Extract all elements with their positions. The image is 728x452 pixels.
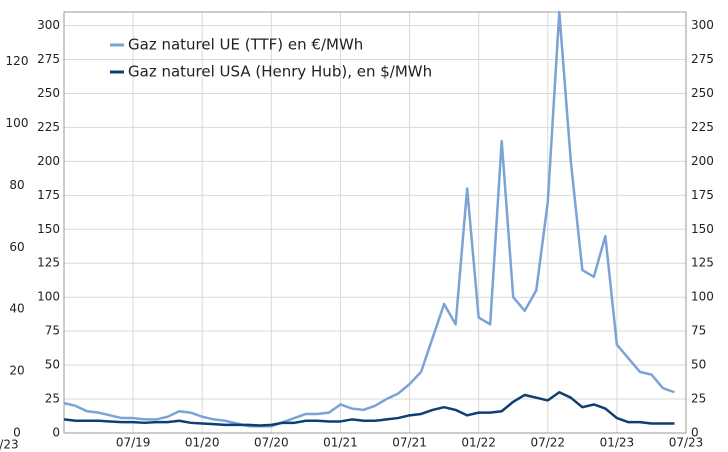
y-right-tick-label: 100 (691, 290, 714, 304)
x-tick-label: 01/22 (461, 436, 496, 450)
series-line (63, 10, 675, 428)
y-right-tick-label: 275 (691, 52, 714, 66)
y-right-tick-label: 25 (691, 392, 706, 406)
y-right-tick-label: 0 (691, 426, 699, 440)
partial-axis-tick-label: 40 (9, 302, 24, 316)
partial-axis-tick-label: 80 (9, 178, 24, 192)
y-tick-label: 150 (37, 222, 60, 236)
y-tick-label: 275 (37, 52, 60, 66)
y-right-tick-label: 200 (691, 154, 714, 168)
x-tick-label: 07/23 (669, 436, 704, 450)
legend-label: Gaz naturel USA (Henry Hub), en $/MWh (128, 63, 432, 81)
partial-axis-tick-label: 0 (13, 426, 21, 440)
y-right-tick-label: 175 (691, 188, 714, 202)
y-right-tick-label: 250 (691, 86, 714, 100)
y-right-tick-label: 125 (691, 256, 714, 270)
y-tick-label: 25 (45, 392, 60, 406)
y-right-tick-label: 150 (691, 222, 714, 236)
y-tick-label: 125 (37, 256, 60, 270)
x-tick-label: 07/19 (116, 436, 151, 450)
y-tick-label: 200 (37, 154, 60, 168)
plot-frame (63, 11, 687, 434)
x-tick-label: 07/20 (254, 436, 289, 450)
y-right-tick-label: 75 (691, 324, 706, 338)
y-right-tick-label: 50 (691, 358, 706, 372)
y-tick-label: 250 (37, 86, 60, 100)
partial-axis-tick-label: 60 (9, 240, 24, 254)
x-tick-label: 01/20 (185, 436, 220, 450)
y-right-tick-label: 300 (691, 18, 714, 32)
x-tick-label: 07/21 (392, 436, 427, 450)
series-line (63, 391, 675, 427)
partial-axis-tick-label: 100 (6, 116, 29, 130)
partial-axis-tick-label: 120 (6, 54, 29, 68)
y-tick-label: 300 (37, 18, 60, 32)
partial-axis-tick-label: 20 (9, 364, 24, 378)
y-tick-label: 0 (52, 426, 60, 440)
y-tick-label: 175 (37, 188, 60, 202)
x-tick-label: 07/22 (530, 436, 565, 450)
y-right-tick-label: 225 (691, 120, 714, 134)
y-tick-label: 50 (45, 358, 60, 372)
x-tick-label: 01/21 (323, 436, 358, 450)
y-tick-label: 100 (37, 290, 60, 304)
y-tick-label: 225 (37, 120, 60, 134)
x-tick-label: 01/23 (600, 436, 635, 450)
partial-axis-x-label: 07/23 (0, 438, 19, 452)
legend-label: Gaz naturel UE (TTF) en €/MWh (128, 36, 363, 54)
y-tick-label: 75 (45, 324, 60, 338)
